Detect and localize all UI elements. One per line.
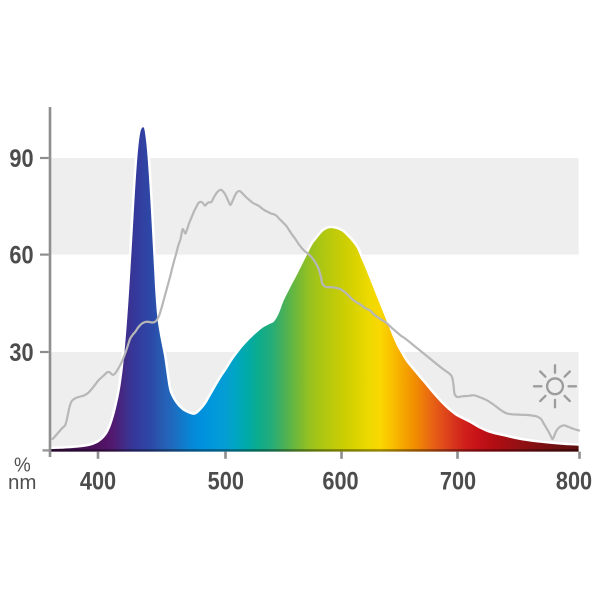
svg-text:60: 60	[9, 241, 33, 269]
svg-text:600: 600	[322, 467, 358, 495]
svg-text:400: 400	[80, 467, 116, 495]
svg-text:90: 90	[9, 145, 33, 173]
svg-text:30: 30	[9, 339, 33, 367]
svg-text:500: 500	[208, 467, 244, 495]
svg-text:nm: nm	[8, 471, 36, 494]
svg-text:700: 700	[440, 467, 476, 495]
svg-text:800: 800	[556, 467, 592, 495]
svg-text:%: %	[14, 454, 31, 477]
